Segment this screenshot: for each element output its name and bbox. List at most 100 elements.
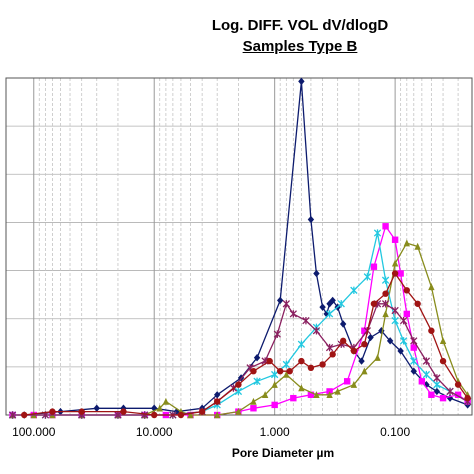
- x-tick-label: 100.000: [12, 425, 56, 439]
- data-point: [391, 316, 399, 325]
- data-point: [261, 391, 269, 398]
- data-point: [298, 77, 305, 86]
- data-point: [290, 394, 297, 402]
- data-point: [343, 378, 351, 385]
- data-point: [307, 391, 315, 398]
- data-point: [350, 380, 358, 388]
- data-point: [399, 337, 408, 345]
- data-point: [382, 310, 389, 318]
- data-point: [234, 387, 243, 396]
- data-point: [397, 347, 404, 355]
- data-point: [8, 411, 17, 419]
- data-point: [339, 337, 347, 345]
- data-point: [439, 357, 447, 365]
- data-point: [276, 296, 284, 305]
- data-point: [253, 377, 261, 385]
- x-tick-labels: 100.000 10.000 1.000 0.100: [12, 425, 410, 439]
- data-point: [414, 300, 421, 307]
- data-point: [319, 361, 326, 368]
- data-point: [326, 391, 333, 398]
- data-point: [282, 360, 290, 369]
- data-point: [297, 340, 306, 348]
- data-point: [282, 300, 290, 308]
- data-point: [151, 411, 158, 419]
- plot-frame: [5, 77, 473, 416]
- data-point: [307, 364, 315, 372]
- data-point: [391, 236, 399, 243]
- data-point: [391, 259, 399, 267]
- data-point: [454, 391, 462, 398]
- data-point: [397, 270, 404, 277]
- data-point: [266, 357, 273, 365]
- data-point: [367, 333, 374, 342]
- data-point: [313, 269, 320, 278]
- data-point: [49, 408, 56, 415]
- data-point: [386, 337, 394, 345]
- chart-subtitle-text: Samples Type B: [242, 38, 358, 55]
- data-point: [213, 411, 221, 419]
- data-point: [93, 404, 100, 412]
- data-point: [422, 357, 431, 365]
- data-point: [410, 357, 418, 365]
- data-point: [358, 357, 365, 365]
- data-point: [298, 357, 305, 365]
- data-point: [198, 408, 206, 415]
- data-point: [250, 405, 257, 412]
- data-point: [213, 391, 221, 399]
- data-point: [414, 242, 421, 250]
- data-point: [313, 391, 320, 398]
- data-point: [464, 394, 471, 402]
- data-point: [78, 408, 85, 415]
- data-point: [283, 370, 290, 378]
- data-point: [156, 404, 163, 412]
- data-point: [361, 367, 368, 375]
- data-point: [339, 320, 347, 328]
- data-point: [446, 387, 454, 396]
- data-point: [399, 316, 408, 325]
- data-point: [235, 407, 242, 415]
- data-point: [350, 286, 358, 295]
- data-point: [312, 327, 321, 335]
- data-point: [391, 270, 399, 277]
- series-line: [24, 80, 468, 416]
- data-point: [370, 263, 378, 270]
- data-point: [213, 398, 221, 405]
- data-point: [289, 310, 297, 318]
- data-point: [370, 300, 378, 307]
- data-point: [276, 367, 284, 375]
- data-point: [235, 381, 242, 388]
- chart-subtitle: Samples Type B: [150, 38, 450, 55]
- data-point: [286, 367, 293, 375]
- data-point: [391, 306, 399, 315]
- data-point: [325, 343, 334, 352]
- series-line: [12, 303, 468, 416]
- data-point: [114, 411, 122, 419]
- data-point: [433, 374, 441, 382]
- data-point: [403, 310, 410, 318]
- series-3: [9, 239, 471, 419]
- data-point: [253, 354, 261, 362]
- data-point: [325, 310, 334, 318]
- data-point: [382, 223, 389, 230]
- series-6: [21, 270, 471, 419]
- data-point: [319, 303, 326, 311]
- data-point: [374, 354, 381, 361]
- data-point: [271, 370, 279, 379]
- data-point: [410, 337, 418, 345]
- x-axis-title: Pore Diameter µm: [232, 446, 334, 460]
- data-point: [337, 300, 345, 308]
- data-point: [428, 327, 435, 334]
- data-point: [428, 283, 435, 291]
- data-point: [403, 239, 410, 247]
- data-point: [307, 215, 315, 224]
- data-point: [302, 316, 310, 325]
- x-tick-label: 1.000: [260, 425, 290, 439]
- data-point: [439, 394, 447, 402]
- data-point: [381, 276, 390, 284]
- series-group: [8, 77, 472, 419]
- data-point: [410, 367, 417, 375]
- chart-title: Log. DIFF. VOL dV/dlogD: [211, 17, 389, 34]
- data-point: [141, 411, 149, 419]
- data-point: [410, 344, 417, 351]
